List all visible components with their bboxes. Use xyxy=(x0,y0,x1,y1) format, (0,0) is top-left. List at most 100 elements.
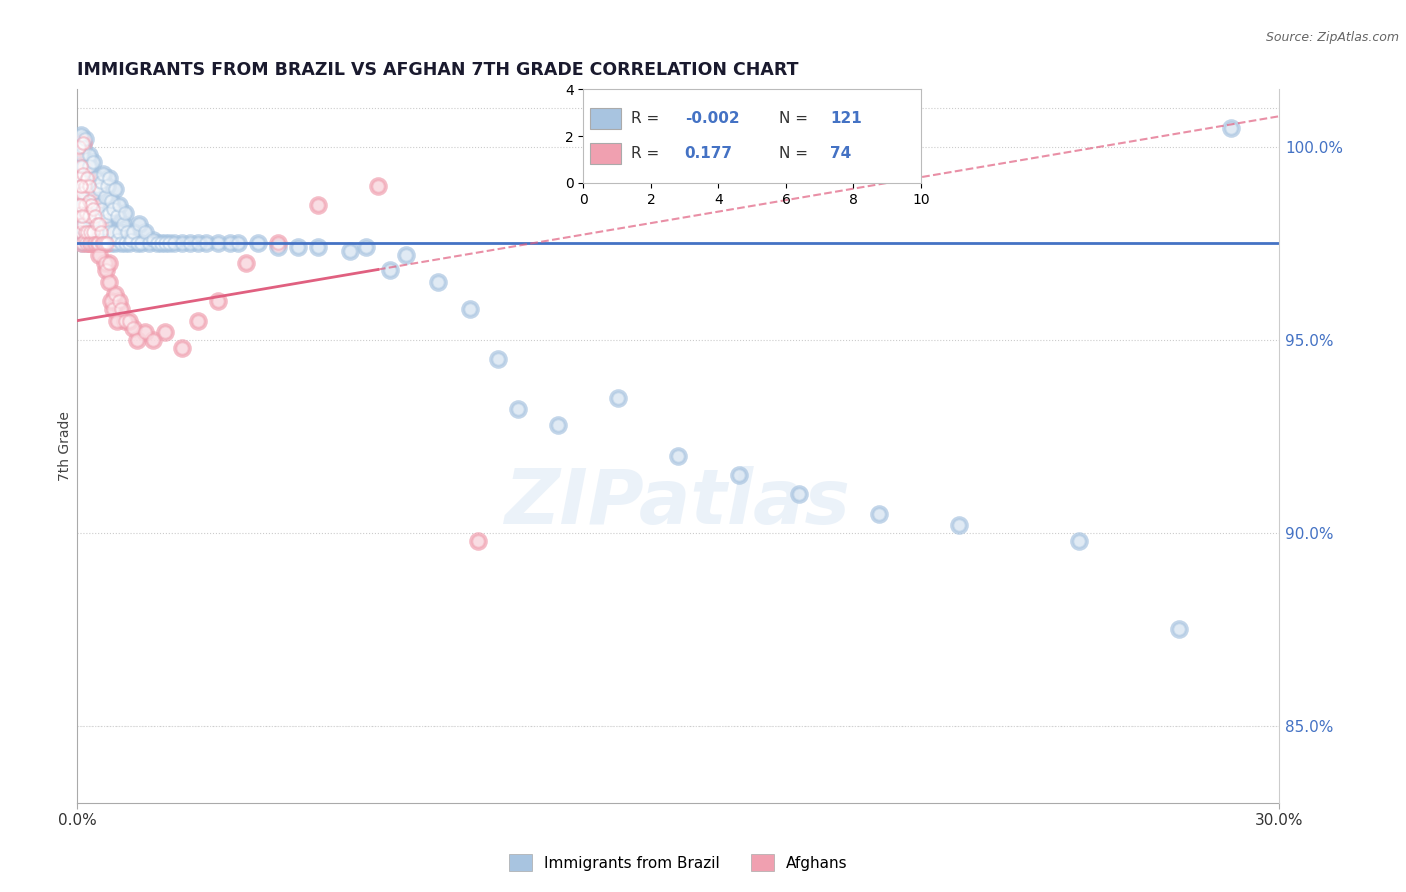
Point xyxy=(70,128,93,143)
Text: Source: ZipAtlas.com: Source: ZipAtlas.com xyxy=(1265,31,1399,45)
Point xyxy=(146,236,169,251)
Point xyxy=(79,225,101,239)
Point xyxy=(207,236,229,251)
Point xyxy=(107,210,129,224)
Point xyxy=(339,244,361,259)
Point xyxy=(76,167,98,181)
Point xyxy=(131,236,153,251)
Text: R =: R = xyxy=(631,111,659,126)
Point xyxy=(87,205,110,219)
Point xyxy=(87,236,110,251)
Point xyxy=(70,198,93,212)
Point xyxy=(118,236,141,251)
Point xyxy=(103,301,125,316)
Point xyxy=(86,225,108,239)
Point xyxy=(73,186,96,201)
Point xyxy=(72,140,94,154)
Point xyxy=(69,186,91,201)
Point xyxy=(82,155,104,169)
Point xyxy=(82,155,104,169)
Point xyxy=(83,236,105,251)
Text: 121: 121 xyxy=(830,111,862,126)
Point xyxy=(69,225,91,239)
Point xyxy=(104,236,127,251)
Point xyxy=(97,205,120,219)
Point xyxy=(150,236,173,251)
Point xyxy=(93,217,115,231)
Point xyxy=(128,217,150,231)
Point xyxy=(458,301,481,316)
Point xyxy=(226,236,249,251)
Text: 0.177: 0.177 xyxy=(685,146,733,161)
Point xyxy=(103,301,125,316)
Point xyxy=(75,175,97,189)
Point xyxy=(70,170,93,185)
Point xyxy=(70,148,93,162)
Point xyxy=(79,225,101,239)
Text: -0.002: -0.002 xyxy=(685,111,740,126)
Point xyxy=(104,286,127,301)
Point xyxy=(267,236,290,251)
Point xyxy=(134,325,156,339)
Point xyxy=(67,136,90,151)
Point xyxy=(162,236,184,251)
Point xyxy=(120,233,142,247)
Point xyxy=(94,190,117,204)
Point xyxy=(122,225,145,239)
Point xyxy=(367,178,389,193)
Point xyxy=(948,518,970,533)
Point xyxy=(98,170,121,185)
Point xyxy=(112,217,135,231)
Point xyxy=(668,449,690,463)
Point xyxy=(70,186,93,201)
Point xyxy=(84,236,107,251)
Point xyxy=(72,167,94,181)
Point xyxy=(162,236,184,251)
Point xyxy=(93,256,115,270)
Point xyxy=(787,487,810,501)
Point xyxy=(72,140,94,154)
Point xyxy=(1220,120,1243,135)
Point xyxy=(108,225,131,239)
Point xyxy=(868,507,890,521)
Point xyxy=(80,225,103,239)
Point xyxy=(75,236,97,251)
Point xyxy=(86,217,108,231)
Point xyxy=(155,236,177,251)
Point xyxy=(89,233,111,247)
Point xyxy=(118,236,141,251)
Point xyxy=(427,275,450,289)
Point xyxy=(93,225,115,239)
Point xyxy=(73,198,96,212)
Point xyxy=(73,198,96,212)
Point xyxy=(80,236,103,251)
Point xyxy=(547,417,569,432)
Text: IMMIGRANTS FROM BRAZIL VS AFGHAN 7TH GRADE CORRELATION CHART: IMMIGRANTS FROM BRAZIL VS AFGHAN 7TH GRA… xyxy=(77,62,799,79)
Point xyxy=(86,225,108,239)
Point xyxy=(75,236,97,251)
Point xyxy=(114,236,136,251)
Point xyxy=(114,205,136,219)
Point xyxy=(76,170,98,185)
Point xyxy=(93,167,115,181)
Point xyxy=(86,217,108,231)
Point xyxy=(142,333,165,347)
Point xyxy=(67,170,90,185)
Point xyxy=(179,236,201,251)
Point xyxy=(70,236,93,251)
Point xyxy=(307,240,329,254)
Point xyxy=(90,225,112,239)
Point xyxy=(226,236,249,251)
Point xyxy=(75,205,97,219)
Point xyxy=(486,352,509,367)
Point xyxy=(103,225,125,239)
Point xyxy=(72,136,94,151)
Point xyxy=(1168,622,1191,636)
Point xyxy=(96,263,118,277)
Point xyxy=(508,402,530,417)
Point xyxy=(86,198,108,212)
Point xyxy=(458,301,481,316)
Point xyxy=(82,236,104,251)
Point xyxy=(108,294,131,309)
Point xyxy=(90,236,112,251)
